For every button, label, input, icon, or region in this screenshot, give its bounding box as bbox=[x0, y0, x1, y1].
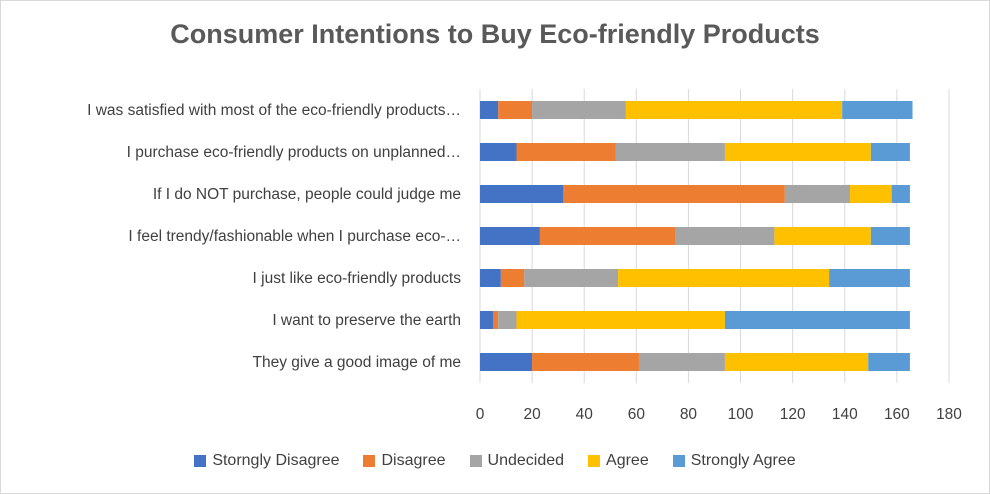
legend-item: Strongly Agree bbox=[672, 452, 796, 470]
x-tick-label: 100 bbox=[728, 406, 754, 423]
legend-label: Strongly Agree bbox=[690, 452, 796, 469]
bar-segment bbox=[724, 143, 871, 161]
bar-segment bbox=[516, 311, 725, 329]
bar-segment bbox=[524, 269, 619, 287]
legend-label: Disagree bbox=[381, 452, 446, 469]
bar-segment bbox=[532, 101, 626, 119]
bar-segment bbox=[480, 227, 540, 245]
legend-item: Disagree bbox=[363, 452, 446, 470]
legend: Storngly Disagree Disagree Undecided Agree S… bbox=[1, 452, 989, 470]
bar-segment bbox=[784, 185, 850, 203]
x-tick-label: 160 bbox=[884, 406, 910, 423]
legend-label: Agree bbox=[606, 452, 649, 469]
bar-segment bbox=[675, 227, 775, 245]
chart-title: Consumer Intentions to Buy Eco-friendly … bbox=[170, 19, 820, 49]
legend-swatch bbox=[363, 455, 376, 467]
bar-segment bbox=[891, 185, 910, 203]
bar-segment bbox=[638, 353, 725, 371]
bar-segment bbox=[493, 311, 499, 329]
category-labels: I was satisfied with most of the eco-fri… bbox=[87, 102, 461, 371]
bar-segment bbox=[480, 101, 499, 119]
bar-segment bbox=[539, 227, 676, 245]
category-label: I want to preserve the earth bbox=[272, 312, 461, 329]
bar-segment bbox=[480, 311, 494, 329]
legend-swatch bbox=[588, 455, 601, 467]
bar-segment bbox=[870, 227, 910, 245]
bar-segment bbox=[532, 353, 639, 371]
category-label: If I do NOT purchase, people could judge… bbox=[153, 186, 461, 203]
bar-segment bbox=[774, 227, 871, 245]
plot-area: I was satisfied with most of the eco-fri… bbox=[87, 89, 963, 423]
bar-segment bbox=[724, 353, 869, 371]
legend-swatch bbox=[672, 455, 685, 467]
bar-segment bbox=[842, 101, 913, 119]
category-label: I just like eco-friendly products bbox=[253, 270, 462, 287]
bar-segment bbox=[724, 311, 910, 329]
bar-segment bbox=[498, 311, 517, 329]
bar-segment bbox=[516, 143, 616, 161]
legend-swatch bbox=[469, 455, 482, 467]
x-tick-label: 0 bbox=[476, 406, 485, 423]
bar-segment bbox=[829, 269, 910, 287]
bar-segment bbox=[849, 185, 892, 203]
x-tick-label: 40 bbox=[576, 406, 594, 423]
bar-segment bbox=[870, 143, 910, 161]
bar-segment bbox=[480, 143, 517, 161]
x-tick-label: 120 bbox=[780, 406, 806, 423]
x-tick-label: 180 bbox=[936, 406, 962, 423]
category-label: I was satisfied with most of the eco-fri… bbox=[87, 102, 461, 119]
legend-item: Undecided bbox=[469, 452, 565, 470]
bar-segment bbox=[498, 101, 533, 119]
legend-item: Agree bbox=[588, 452, 649, 470]
category-label: I feel trendy/fashionable when I purchas… bbox=[128, 228, 461, 245]
bar-segment bbox=[480, 353, 533, 371]
legend-label: Undecided bbox=[487, 452, 565, 469]
bar-segment bbox=[500, 269, 525, 287]
legend-item: Storngly Disagree bbox=[194, 452, 339, 470]
x-tick-label: 80 bbox=[680, 406, 698, 423]
x-tick-label: 20 bbox=[523, 406, 541, 423]
category-label: I purchase eco-friendly products on unpl… bbox=[127, 144, 461, 161]
bar-segment bbox=[480, 269, 501, 287]
x-tick-label: 140 bbox=[832, 406, 858, 423]
category-label: They give a good image of me bbox=[252, 354, 461, 371]
bar-segment bbox=[868, 353, 910, 371]
legend-label: Storngly Disagree bbox=[212, 452, 340, 469]
x-tick-label: 60 bbox=[628, 406, 646, 423]
x-tick-labels: 0 20 40 60 80 100 120 140 160 180 bbox=[476, 406, 963, 423]
bar-segment bbox=[480, 185, 564, 203]
bars bbox=[480, 101, 913, 371]
bar-segment bbox=[618, 269, 830, 287]
bar-segment bbox=[625, 101, 843, 119]
bar-segment bbox=[615, 143, 725, 161]
bar-segment bbox=[563, 185, 785, 203]
legend-swatch bbox=[194, 455, 207, 467]
